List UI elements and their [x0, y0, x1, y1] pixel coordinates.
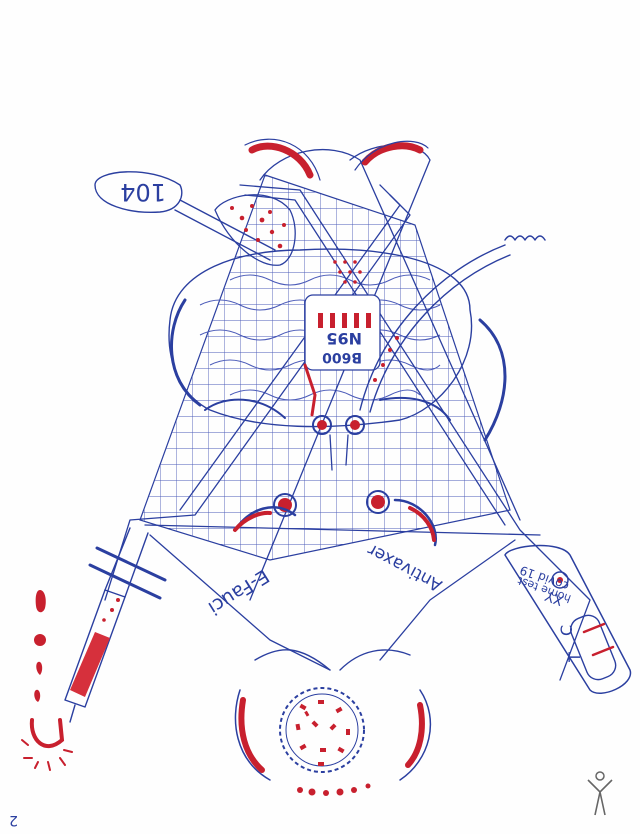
spoon-number: 104: [120, 178, 166, 206]
test-label-c: C: [557, 625, 576, 636]
virus-bowl: [234, 649, 432, 796]
face: [204, 363, 451, 547]
top-horns: [244, 138, 429, 181]
n95-mask: N95 B600: [304, 260, 381, 371]
syringe: [64, 527, 167, 723]
human-figure-logo-icon: [587, 771, 613, 816]
red-blob: [214, 194, 296, 266]
blood-drops: [21, 590, 73, 771]
mask-label-2: B600: [322, 349, 362, 365]
swab-stick: [359, 235, 546, 413]
spoon: 104: [94, 171, 276, 261]
rod-label-right: Antivaxer: [364, 539, 445, 595]
crossed-rods: [104, 144, 591, 681]
corner-mark: 2: [9, 812, 18, 828]
mask-label-1: N95: [326, 329, 362, 348]
covid-test: covid 19 home test C T XY: [504, 544, 632, 694]
test-label-t: T: [565, 652, 584, 663]
test-label-xy: XY: [543, 587, 566, 608]
